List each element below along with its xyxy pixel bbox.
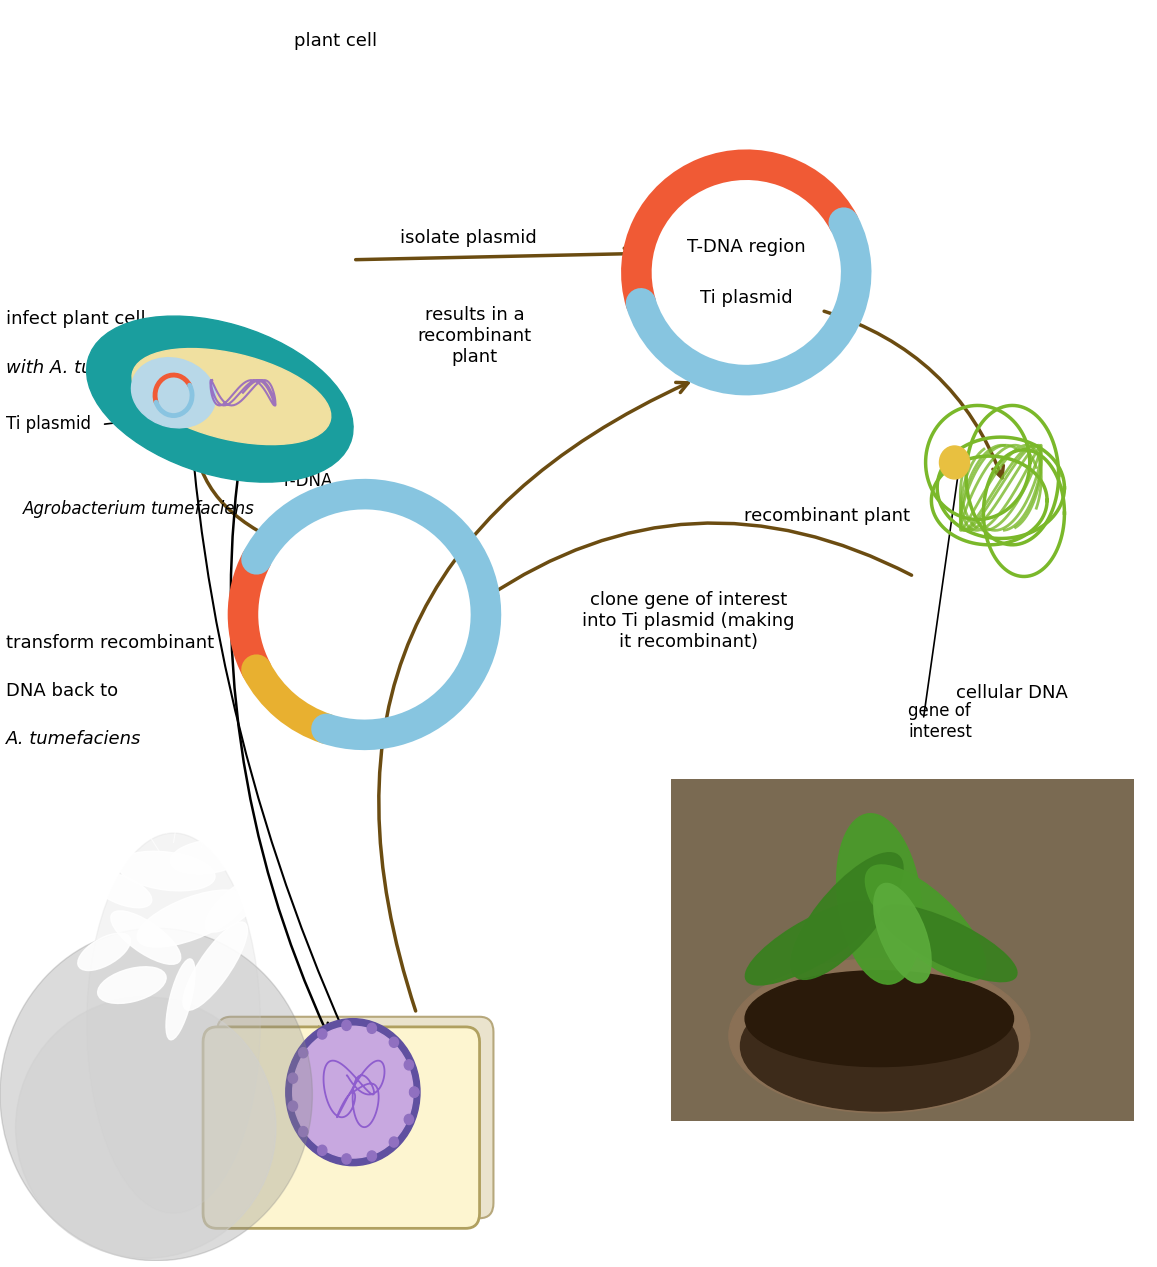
Circle shape xyxy=(367,1150,376,1161)
Circle shape xyxy=(286,1019,420,1166)
Text: Ti plasmid: Ti plasmid xyxy=(6,416,90,433)
Ellipse shape xyxy=(118,851,215,891)
Ellipse shape xyxy=(78,934,131,971)
Ellipse shape xyxy=(165,959,196,1040)
Text: results in a
recombinant
plant: results in a recombinant plant xyxy=(418,305,531,366)
Circle shape xyxy=(410,1087,419,1097)
Text: plant cell: plant cell xyxy=(294,32,377,49)
Ellipse shape xyxy=(91,873,152,907)
Text: T-DNA region: T-DNA region xyxy=(687,238,805,256)
Text: recombinant plant: recombinant plant xyxy=(744,507,911,525)
Text: Agrobacterium tumefaciens: Agrobacterium tumefaciens xyxy=(23,500,255,518)
Circle shape xyxy=(404,1059,413,1069)
Ellipse shape xyxy=(205,877,267,933)
Circle shape xyxy=(288,1073,297,1083)
Text: gene of
interest: gene of interest xyxy=(908,702,972,741)
Circle shape xyxy=(299,1126,308,1136)
Ellipse shape xyxy=(87,834,260,1214)
Ellipse shape xyxy=(132,357,215,428)
FancyBboxPatch shape xyxy=(218,1016,493,1219)
Ellipse shape xyxy=(729,959,1030,1112)
Text: DNA back to: DNA back to xyxy=(6,682,118,699)
FancyBboxPatch shape xyxy=(204,1026,479,1229)
Ellipse shape xyxy=(865,865,986,981)
Circle shape xyxy=(288,1101,297,1111)
Ellipse shape xyxy=(183,922,248,1010)
Text: A. tumefaciens: A. tumefaciens xyxy=(6,730,141,748)
Text: clone gene of interest
into Ti plasmid (making
it recombinant): clone gene of interest into Ti plasmid (… xyxy=(582,590,795,651)
FancyBboxPatch shape xyxy=(208,1029,474,1138)
Text: isolate plasmid: isolate plasmid xyxy=(400,229,537,247)
Ellipse shape xyxy=(138,889,244,948)
Circle shape xyxy=(317,1145,326,1156)
Ellipse shape xyxy=(0,927,312,1261)
Ellipse shape xyxy=(791,853,902,979)
Circle shape xyxy=(939,446,970,479)
Ellipse shape xyxy=(837,813,922,984)
Circle shape xyxy=(404,1115,413,1125)
Text: Ti plasmid: Ti plasmid xyxy=(700,289,793,307)
Ellipse shape xyxy=(15,997,275,1258)
Ellipse shape xyxy=(170,840,246,874)
Circle shape xyxy=(341,1020,351,1030)
Circle shape xyxy=(341,1154,351,1164)
Text: transform recombinant: transform recombinant xyxy=(6,634,214,651)
Circle shape xyxy=(318,1029,327,1039)
Circle shape xyxy=(410,1087,419,1097)
Circle shape xyxy=(389,1136,398,1147)
Circle shape xyxy=(299,1048,308,1058)
Circle shape xyxy=(293,1026,413,1158)
Text: with A. tumefaciens: with A. tumefaciens xyxy=(6,359,185,376)
Circle shape xyxy=(367,1024,376,1034)
Ellipse shape xyxy=(874,883,931,983)
Ellipse shape xyxy=(745,971,1014,1067)
Ellipse shape xyxy=(745,902,875,984)
Ellipse shape xyxy=(880,905,1017,982)
Ellipse shape xyxy=(97,967,167,1003)
Circle shape xyxy=(389,1038,398,1048)
Ellipse shape xyxy=(87,315,353,483)
Ellipse shape xyxy=(111,911,180,964)
Ellipse shape xyxy=(740,981,1018,1111)
Text: cellular DNA: cellular DNA xyxy=(957,684,1068,702)
Ellipse shape xyxy=(132,348,331,445)
Text: T-DNA: T-DNA xyxy=(281,473,332,490)
Text: infect plant cell: infect plant cell xyxy=(6,310,146,328)
